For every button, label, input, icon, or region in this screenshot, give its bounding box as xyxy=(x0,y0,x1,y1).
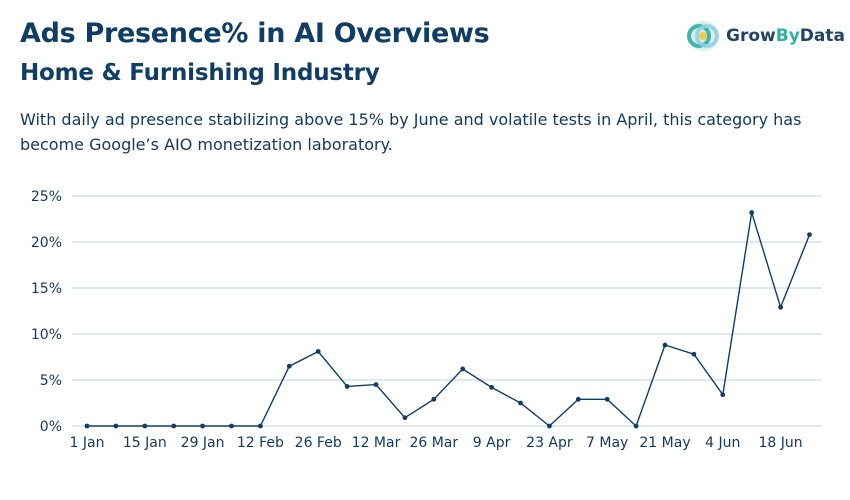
y-tick-label: 10% xyxy=(31,327,62,343)
data-point xyxy=(604,396,610,402)
x-tick-label: 18 Jun xyxy=(759,435,803,451)
logo-wordmark: GrowByData xyxy=(726,26,845,46)
x-tick-label: 23 Apr xyxy=(526,435,573,451)
data-point xyxy=(258,423,263,429)
data-point xyxy=(518,400,523,406)
data-point xyxy=(402,415,408,421)
x-tick-label: 9 Apr xyxy=(473,435,511,451)
data-point xyxy=(749,210,755,215)
data-point xyxy=(547,423,552,429)
data-point xyxy=(489,384,494,390)
data-point xyxy=(807,232,812,238)
y-axis-labels: 0% 5% 10% 15% 20% 25% xyxy=(31,189,62,435)
data-point xyxy=(344,384,350,389)
x-tick-label: 12 Feb xyxy=(237,435,284,451)
x-tick-label: 4 Jun xyxy=(705,435,740,451)
data-point xyxy=(200,423,206,429)
growbydata-logo-icon xyxy=(687,21,719,51)
data-point xyxy=(84,423,90,429)
data-point xyxy=(691,351,697,357)
y-tick-label: 0% xyxy=(40,419,62,435)
x-tick-label: 21 May xyxy=(639,435,690,451)
data-point xyxy=(720,392,726,398)
y-tick-label: 5% xyxy=(40,373,62,389)
y-tick-label: 15% xyxy=(31,281,62,297)
data-point xyxy=(662,342,668,348)
data-point xyxy=(315,349,321,354)
y-tick-label: 20% xyxy=(31,235,62,251)
x-tick-label: 26 Feb xyxy=(295,435,342,451)
x-tick-label: 12 Mar xyxy=(352,435,401,451)
x-tick-label: 7 May xyxy=(586,435,628,451)
x-tick-label: 26 Mar xyxy=(409,435,458,451)
data-point xyxy=(633,423,639,429)
data-points xyxy=(84,210,812,429)
series-line xyxy=(87,212,811,428)
data-point xyxy=(431,396,437,402)
x-tick-label: 15 Jan xyxy=(123,435,167,451)
data-point xyxy=(113,423,119,429)
data-point xyxy=(460,366,466,372)
page-subtitle: Home & Furnishing Industry xyxy=(20,60,380,86)
data-point xyxy=(286,363,292,369)
data-point xyxy=(778,304,783,310)
x-tick-label: 29 Jan xyxy=(181,435,225,451)
data-point xyxy=(575,396,581,402)
data-point xyxy=(142,423,148,429)
x-axis-labels: 1 Jan 15 Jan 29 Jan 12 Feb 26 Feb 12 Mar 26 Ma… xyxy=(70,435,803,451)
data-point xyxy=(171,423,177,429)
growbydata-logo: GrowByData xyxy=(686,18,845,54)
data-point xyxy=(373,382,379,387)
y-tick-label: 25% xyxy=(31,189,62,205)
data-point xyxy=(229,423,234,429)
chart-description: With daily ad presence stabilizing above… xyxy=(20,110,802,154)
x-tick-label: 1 Jan xyxy=(70,435,105,451)
page-title: Ads Presence% in AI Overviews xyxy=(20,18,490,49)
grid-lines xyxy=(72,195,822,427)
